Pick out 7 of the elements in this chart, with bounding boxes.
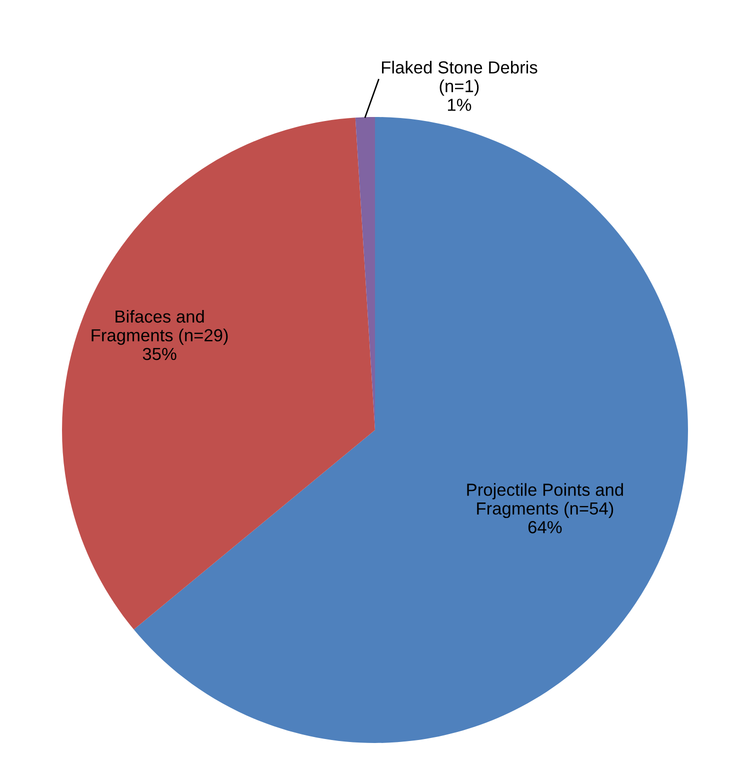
data-label: 1% — [448, 98, 472, 111]
data-label: 35% — [142, 348, 176, 360]
slice-label: Projectile Points and Fragments (n=54) — [467, 483, 623, 518]
data-label: 64% — [528, 521, 562, 534]
slice-label: Bifaces and Fragments (n=29) — [92, 310, 228, 345]
pie-slice — [62, 118, 375, 630]
slice-label: Flaked Stone Debris (n=1) — [382, 60, 538, 96]
